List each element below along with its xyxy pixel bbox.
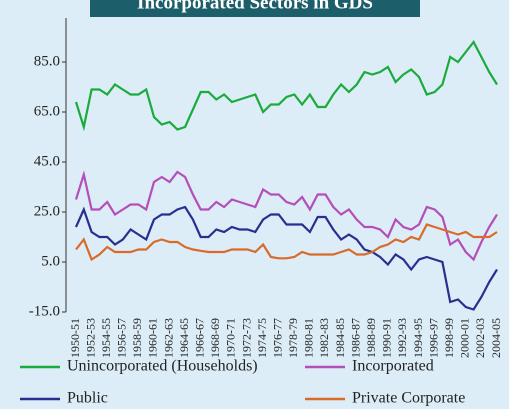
x-tick-label: 1980-81 bbox=[302, 318, 316, 358]
y-tick-label: 45.0 bbox=[34, 153, 60, 169]
legend-label: Private Corporate bbox=[352, 390, 465, 407]
legend-label: Unincorporated (Households) bbox=[67, 358, 258, 375]
y-tick-label: 25.0 bbox=[34, 203, 60, 219]
title-banner bbox=[90, 0, 420, 17]
x-tick-label: 1996-97 bbox=[426, 318, 440, 358]
x-tick-label: 2002-03 bbox=[473, 318, 487, 358]
legend-label: Incorporated bbox=[352, 358, 434, 375]
x-tick-label: 1964-65 bbox=[177, 318, 191, 358]
x-tick-label: 1970-71 bbox=[224, 318, 238, 358]
x-tick-label: 1950-51 bbox=[68, 318, 82, 358]
legend-label: Public bbox=[67, 390, 108, 407]
chart-title: Incorporated Sectors in GDS bbox=[137, 0, 373, 13]
x-tick-label: 1984-85 bbox=[333, 318, 347, 358]
x-tick-label: 1966-67 bbox=[192, 318, 206, 358]
y-tick-label: 5.0 bbox=[41, 253, 60, 269]
x-tick-label: 2000-01 bbox=[458, 318, 472, 358]
series-line bbox=[74, 39, 498, 132]
x-tick-label: 1960-61 bbox=[146, 318, 160, 358]
series-line bbox=[74, 170, 498, 262]
series-line bbox=[75, 223, 498, 262]
x-tick-label: 2004-05 bbox=[489, 318, 503, 358]
y-tick-label: -15.0 bbox=[29, 303, 60, 319]
x-tick-label: 1952-53 bbox=[83, 318, 97, 358]
x-tick-label: 1982-83 bbox=[317, 318, 331, 358]
x-tick-label: 1956-57 bbox=[115, 318, 129, 358]
x-tick-label: 1974-75 bbox=[255, 318, 269, 358]
x-tick-label: 1978-79 bbox=[286, 318, 300, 358]
x-tick-label: 1986-87 bbox=[348, 318, 362, 358]
x-tick-label: 1958-59 bbox=[130, 318, 144, 358]
x-tick-label: 1998-99 bbox=[442, 318, 456, 358]
x-tick-label: 1962-63 bbox=[161, 318, 175, 358]
x-tick-label: 1954-55 bbox=[99, 318, 113, 358]
y-tick-label: 65.0 bbox=[34, 103, 60, 119]
x-tick-label: 1988-89 bbox=[364, 318, 378, 358]
x-tick-label: 1976-77 bbox=[270, 318, 284, 358]
series-line bbox=[74, 205, 498, 311]
x-tick-label: 1990-91 bbox=[380, 318, 394, 358]
x-tick-label: 1992-93 bbox=[395, 318, 409, 358]
x-tick-label: 1994-95 bbox=[411, 318, 425, 358]
x-tick-label: 1972-73 bbox=[239, 318, 253, 358]
x-tick-label: 1968-69 bbox=[208, 318, 222, 358]
y-tick-label: 85.0 bbox=[34, 53, 60, 69]
